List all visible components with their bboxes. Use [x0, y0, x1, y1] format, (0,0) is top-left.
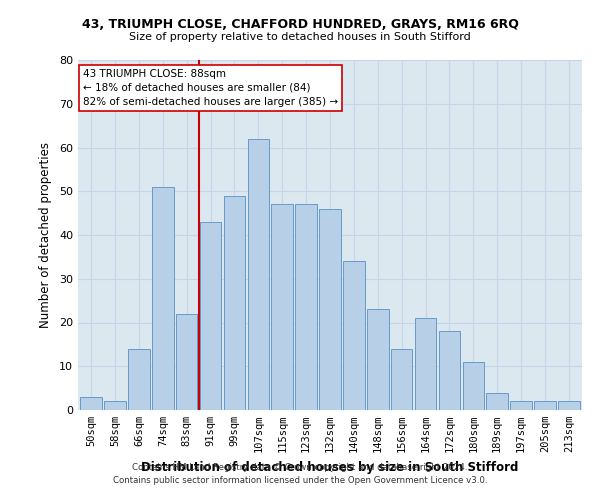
- Bar: [319, 209, 341, 410]
- Bar: [271, 204, 293, 410]
- Text: Contains HM Land Registry data © Crown copyright and database right 2024.: Contains HM Land Registry data © Crown c…: [132, 464, 468, 472]
- Bar: [558, 401, 580, 410]
- Bar: [343, 261, 365, 410]
- Bar: [152, 187, 173, 410]
- Bar: [511, 401, 532, 410]
- Bar: [104, 401, 126, 410]
- Bar: [367, 310, 389, 410]
- Bar: [439, 331, 460, 410]
- X-axis label: Distribution of detached houses by size in South Stifford: Distribution of detached houses by size …: [142, 460, 518, 473]
- Text: 43, TRIUMPH CLOSE, CHAFFORD HUNDRED, GRAYS, RM16 6RQ: 43, TRIUMPH CLOSE, CHAFFORD HUNDRED, GRA…: [82, 18, 518, 30]
- Bar: [80, 397, 102, 410]
- Bar: [224, 196, 245, 410]
- Bar: [200, 222, 221, 410]
- Bar: [391, 349, 412, 410]
- Bar: [248, 139, 269, 410]
- Bar: [295, 204, 317, 410]
- Text: Size of property relative to detached houses in South Stifford: Size of property relative to detached ho…: [129, 32, 471, 42]
- Bar: [415, 318, 436, 410]
- Text: 43 TRIUMPH CLOSE: 88sqm
← 18% of detached houses are smaller (84)
82% of semi-de: 43 TRIUMPH CLOSE: 88sqm ← 18% of detache…: [83, 69, 338, 107]
- Bar: [128, 349, 149, 410]
- Bar: [176, 314, 197, 410]
- Bar: [463, 362, 484, 410]
- Bar: [487, 392, 508, 410]
- Text: Contains public sector information licensed under the Open Government Licence v3: Contains public sector information licen…: [113, 476, 487, 485]
- Y-axis label: Number of detached properties: Number of detached properties: [39, 142, 52, 328]
- Bar: [534, 401, 556, 410]
